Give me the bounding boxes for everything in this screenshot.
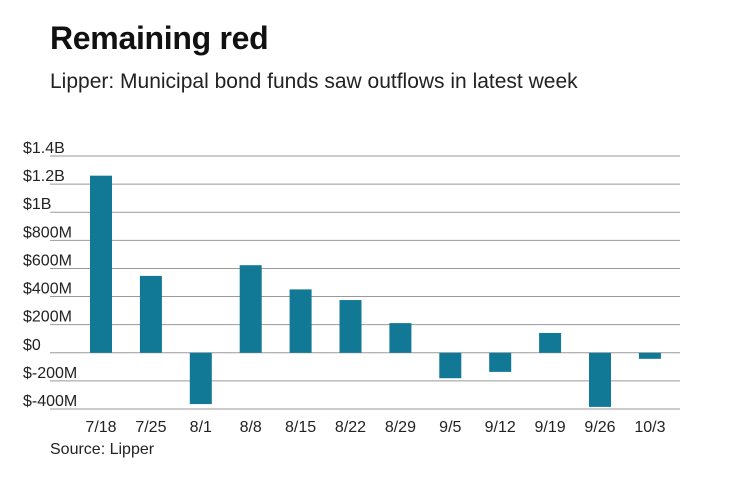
- source-note: Source: Lipper: [50, 441, 155, 458]
- y-tick-label: $1.4B: [23, 140, 65, 157]
- bar-9-19: [539, 332, 562, 353]
- bar-7-25: [139, 275, 162, 353]
- y-tick-label: $-200M: [23, 365, 77, 382]
- bar-8-22: [339, 300, 362, 353]
- x-tick-label: 9/26: [584, 419, 615, 436]
- x-tick-label: 8/8: [240, 419, 262, 436]
- bar-8-15: [289, 289, 312, 353]
- x-tick-label: 8/15: [285, 419, 316, 436]
- bar-9-26: [589, 352, 611, 407]
- bar-8-1: [189, 352, 212, 405]
- x-tick-label: 8/29: [385, 419, 416, 436]
- bar-8-8: [239, 265, 262, 353]
- y-tick-label: $400M: [23, 281, 72, 298]
- y-tick-label: $-400M: [23, 393, 77, 410]
- y-tick-label: $1B: [23, 196, 51, 213]
- y-tick-label: $0: [23, 337, 41, 354]
- bar-10-3: [638, 352, 661, 359]
- y-tick-label: $200M: [23, 309, 72, 326]
- chart-subtitle: Lipper: Municipal bond funds saw outflow…: [50, 70, 578, 93]
- x-tick-label: 7/18: [85, 419, 116, 436]
- chart-title: Remaining red: [50, 20, 269, 56]
- y-tick-label: $800M: [23, 224, 72, 241]
- y-tick-label: $1.2B: [23, 168, 65, 185]
- y-tick-label: $600M: [23, 252, 72, 269]
- x-tick-label: 10/3: [634, 419, 665, 436]
- bar-7-18: [90, 175, 112, 353]
- x-tick-label: 8/1: [190, 419, 212, 436]
- bar-9-5: [439, 352, 462, 379]
- x-tick-label: 9/19: [535, 419, 566, 436]
- bar-8-29: [389, 323, 412, 353]
- bar-9-12: [489, 352, 512, 372]
- x-tick-label: 8/22: [335, 419, 366, 436]
- x-tick-label: 9/5: [439, 419, 461, 436]
- x-tick-label: 9/12: [485, 419, 516, 436]
- x-tick-label: 7/25: [135, 419, 166, 436]
